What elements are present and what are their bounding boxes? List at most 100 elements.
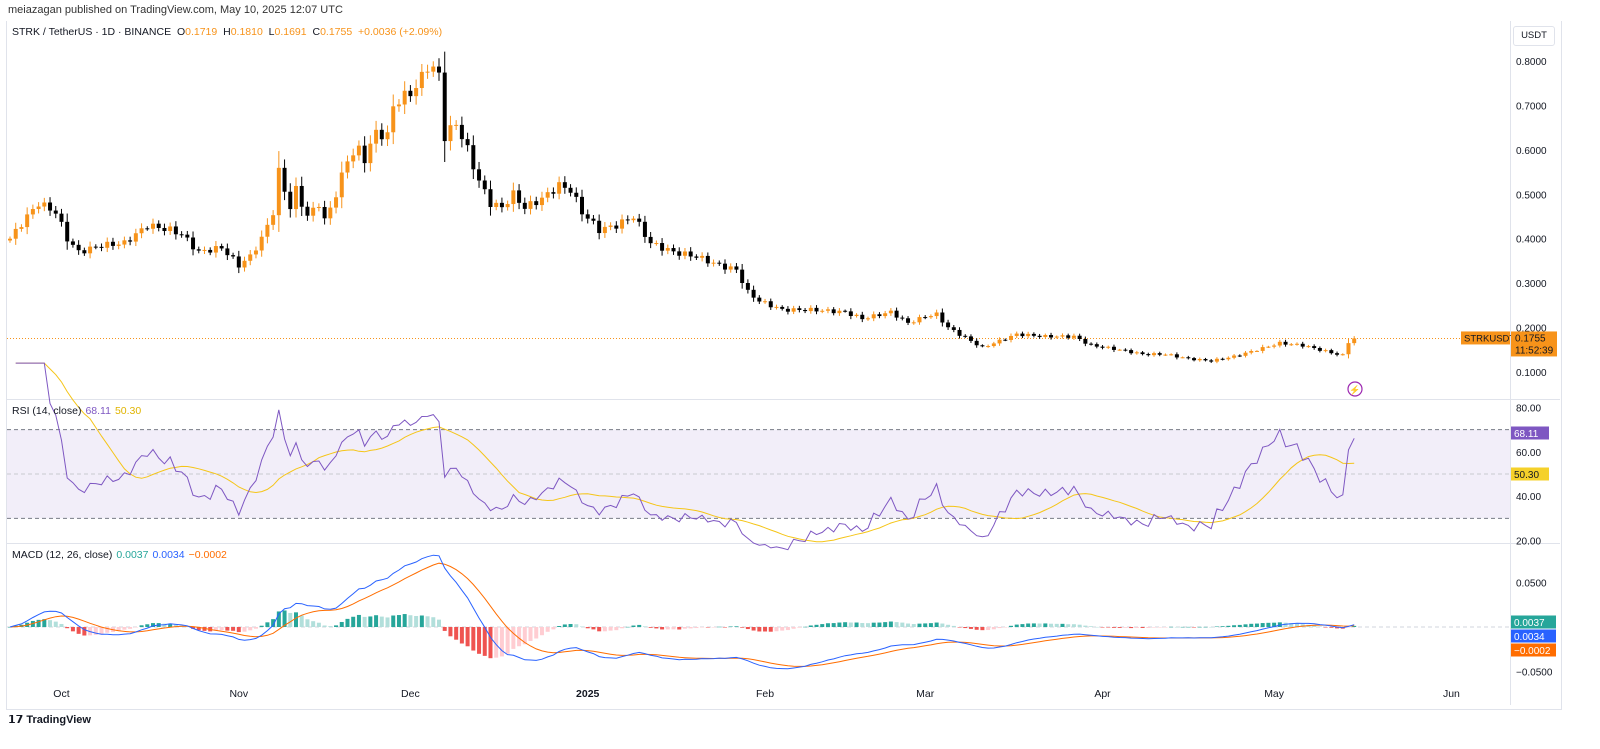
macd-histogram-bar xyxy=(768,627,773,632)
candle xyxy=(236,256,241,268)
rsi-ma-tag-bg xyxy=(1511,467,1549,481)
candle xyxy=(1226,357,1231,360)
candle xyxy=(99,246,104,248)
candle xyxy=(780,306,785,309)
candle xyxy=(940,312,945,323)
candle xyxy=(1129,350,1134,354)
macd-histogram-bar xyxy=(946,624,951,627)
macd-histogram-bar xyxy=(1163,627,1168,628)
macd-histogram-bar xyxy=(437,619,441,627)
macd-histogram-bar xyxy=(940,623,945,627)
candle xyxy=(1192,358,1197,361)
candle xyxy=(991,343,996,347)
candle xyxy=(465,139,470,146)
currency-button[interactable]: USDT xyxy=(1513,26,1555,46)
candle xyxy=(328,207,333,219)
candle xyxy=(642,221,647,237)
candle xyxy=(1106,346,1111,348)
candle xyxy=(162,227,167,232)
macd-histogram-bar xyxy=(1232,625,1237,627)
rsi-label[interactable]: RSI (14, close) xyxy=(12,405,82,417)
macd-histogram-bar xyxy=(231,627,236,631)
macd-histogram-bar xyxy=(1346,627,1351,628)
macd-histogram-bar xyxy=(797,627,802,628)
candle xyxy=(597,220,602,234)
macd-histogram-bar xyxy=(745,627,750,630)
candle xyxy=(110,241,115,246)
candle xyxy=(723,263,727,270)
candle xyxy=(477,169,482,181)
macd-histogram-bar xyxy=(614,627,619,631)
macd-histogram-bar xyxy=(894,622,899,627)
candle xyxy=(871,314,876,319)
candle xyxy=(122,240,127,245)
candle xyxy=(745,283,750,290)
rsi-line xyxy=(15,362,1355,551)
macd-histogram-bar xyxy=(545,627,550,632)
macd-histogram-bar xyxy=(151,623,155,627)
macd-histogram-bar xyxy=(991,627,996,630)
macd-histogram-bar xyxy=(1037,623,1042,627)
symbol-label[interactable]: STRK / TetherUS · 1D · BINANCE xyxy=(12,26,172,38)
macd-histogram-bar xyxy=(488,627,493,659)
macd-histogram-bar xyxy=(294,612,298,627)
candle xyxy=(866,318,870,320)
macd-histogram-bar xyxy=(723,627,727,628)
candle xyxy=(459,124,464,140)
candle xyxy=(888,310,893,314)
candle xyxy=(151,223,155,229)
macd-histogram-bar xyxy=(448,627,453,637)
macd-histogram-bar xyxy=(1100,627,1105,628)
price-tick: 0.5000 xyxy=(1516,190,1547,201)
macd-histogram-bar xyxy=(1209,626,1214,628)
candle xyxy=(425,71,430,73)
macd-histogram-bar xyxy=(1140,627,1145,628)
candle xyxy=(974,340,979,346)
published-info: meiazagan published on TradingView.com, … xyxy=(8,4,343,16)
macd-histogram-bar xyxy=(557,626,562,627)
candle xyxy=(1111,346,1116,350)
candle xyxy=(1094,344,1099,347)
macd-histogram-bar xyxy=(339,621,344,627)
candle xyxy=(242,260,247,268)
candle xyxy=(671,248,676,252)
price-tick: 0.4000 xyxy=(1516,235,1547,246)
lightning-event-icon xyxy=(1347,381,1363,397)
time-tick: May xyxy=(1264,688,1285,700)
time-tick: 2025 xyxy=(576,688,600,700)
macd-histogram-bar xyxy=(414,616,419,627)
macd-histogram-bar xyxy=(385,617,390,627)
candle xyxy=(368,143,373,164)
candle xyxy=(494,202,499,208)
candle xyxy=(1174,354,1179,358)
macd-histogram-bar xyxy=(236,627,241,633)
macd-histogram-bar xyxy=(785,627,790,631)
candle xyxy=(1031,333,1036,336)
candle xyxy=(145,228,150,230)
candle xyxy=(625,219,630,221)
price-tag: 0.1755 xyxy=(1515,333,1546,344)
chart-frame xyxy=(6,21,1562,710)
candle xyxy=(848,311,853,316)
macd-label[interactable]: MACD (12, 26, close) xyxy=(12,549,113,561)
price-tick: 0.8000 xyxy=(1516,57,1547,68)
macd-histogram-bar xyxy=(8,627,12,628)
macd-histogram-bar xyxy=(82,627,87,636)
candle xyxy=(448,125,453,142)
macd-histogram-bar xyxy=(963,627,968,629)
time-tick: Mar xyxy=(916,688,935,700)
macd-histogram-bar xyxy=(648,627,653,628)
macd-histogram-bar xyxy=(1220,626,1225,627)
candle xyxy=(797,308,802,310)
candle xyxy=(356,145,361,156)
candle xyxy=(740,269,745,284)
candle xyxy=(208,249,213,253)
macd-histogram-bar xyxy=(477,627,482,654)
candle xyxy=(59,213,64,222)
candle xyxy=(133,233,138,242)
candle xyxy=(648,236,653,244)
macd-histogram-bar xyxy=(1083,625,1088,627)
rsi-value: 68.11 xyxy=(85,405,111,417)
macd-histogram-bar xyxy=(522,627,527,645)
